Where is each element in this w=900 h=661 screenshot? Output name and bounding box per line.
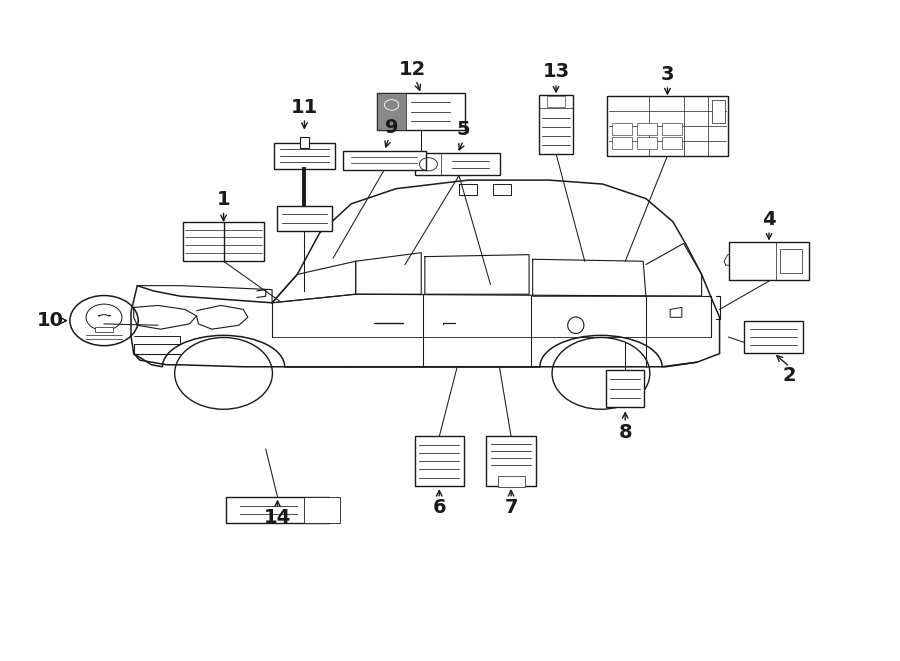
Bar bbox=[377, 93, 465, 130]
Bar bbox=[607, 370, 644, 407]
Text: 10: 10 bbox=[37, 311, 64, 330]
Bar bbox=[637, 123, 657, 135]
Bar bbox=[498, 476, 525, 487]
Text: 11: 11 bbox=[291, 98, 318, 117]
Text: 3: 3 bbox=[661, 65, 674, 84]
Bar bbox=[547, 97, 565, 107]
Bar bbox=[486, 436, 536, 486]
Bar bbox=[183, 221, 264, 261]
Bar bbox=[662, 137, 682, 149]
Text: 14: 14 bbox=[264, 508, 291, 527]
Bar bbox=[276, 206, 332, 231]
Text: 4: 4 bbox=[762, 210, 776, 229]
Bar bbox=[637, 137, 657, 149]
Bar bbox=[779, 249, 802, 273]
Bar bbox=[300, 137, 309, 149]
Bar bbox=[607, 97, 728, 156]
Text: 12: 12 bbox=[399, 59, 426, 79]
Text: 1: 1 bbox=[217, 190, 230, 210]
Bar bbox=[415, 153, 500, 175]
Text: 2: 2 bbox=[783, 366, 796, 385]
Bar bbox=[415, 436, 464, 486]
Bar bbox=[662, 123, 682, 135]
Bar bbox=[729, 242, 809, 280]
Text: 7: 7 bbox=[504, 498, 518, 517]
Bar bbox=[274, 143, 335, 169]
Bar bbox=[343, 151, 426, 170]
Text: 6: 6 bbox=[432, 498, 446, 517]
Bar bbox=[377, 93, 406, 130]
Bar bbox=[304, 496, 340, 523]
Text: 9: 9 bbox=[385, 118, 399, 137]
Bar bbox=[612, 123, 632, 135]
Text: 8: 8 bbox=[618, 422, 632, 442]
Text: 5: 5 bbox=[456, 120, 471, 139]
Bar bbox=[539, 95, 573, 155]
Bar bbox=[95, 327, 113, 332]
Bar bbox=[226, 496, 329, 523]
Bar bbox=[713, 100, 725, 123]
Bar bbox=[612, 137, 632, 149]
Bar bbox=[744, 321, 803, 353]
Text: 13: 13 bbox=[543, 62, 570, 81]
